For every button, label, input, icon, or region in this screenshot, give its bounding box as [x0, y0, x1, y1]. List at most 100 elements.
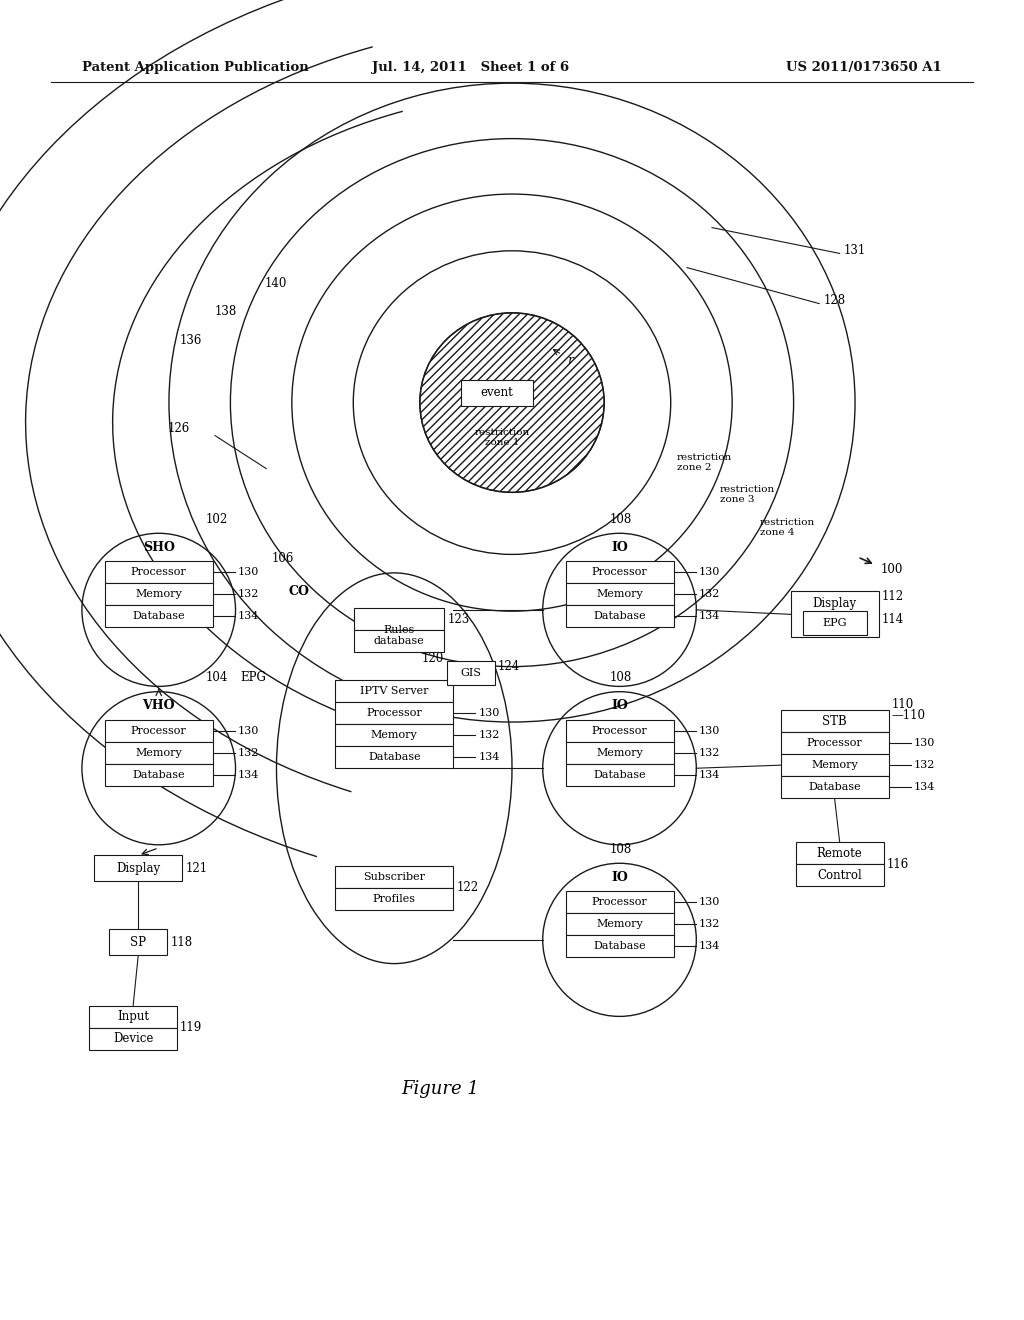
Text: Remote: Remote: [817, 846, 862, 859]
Text: EPG: EPG: [822, 618, 847, 628]
Text: 138: 138: [215, 305, 238, 318]
Text: 108: 108: [609, 842, 632, 855]
FancyBboxPatch shape: [780, 754, 889, 776]
Ellipse shape: [420, 313, 604, 492]
FancyBboxPatch shape: [104, 764, 213, 785]
Text: 114: 114: [882, 612, 904, 626]
Text: 126: 126: [167, 422, 189, 436]
Text: 108: 108: [609, 512, 632, 525]
Text: Memory: Memory: [371, 730, 418, 741]
Text: Processor: Processor: [592, 898, 647, 907]
FancyBboxPatch shape: [780, 710, 889, 733]
Text: Processor: Processor: [807, 738, 862, 748]
FancyBboxPatch shape: [780, 733, 889, 754]
FancyBboxPatch shape: [89, 1028, 177, 1049]
FancyBboxPatch shape: [780, 776, 889, 799]
FancyBboxPatch shape: [565, 583, 674, 606]
FancyBboxPatch shape: [461, 380, 534, 405]
Text: 132: 132: [238, 589, 259, 599]
FancyBboxPatch shape: [335, 866, 454, 888]
Text: restriction
zone 3: restriction zone 3: [720, 484, 775, 504]
Text: 132: 132: [478, 730, 500, 741]
Text: 132: 132: [698, 589, 720, 599]
Text: Memory: Memory: [596, 747, 643, 758]
Text: Figure 1: Figure 1: [401, 1080, 479, 1098]
Text: 130: 130: [913, 738, 935, 748]
Text: 132: 132: [238, 747, 259, 758]
Text: US 2011/0173650 A1: US 2011/0173650 A1: [786, 62, 942, 74]
FancyBboxPatch shape: [104, 606, 213, 627]
FancyBboxPatch shape: [796, 865, 884, 886]
Text: 124: 124: [498, 660, 520, 673]
FancyBboxPatch shape: [565, 764, 674, 785]
Text: Database: Database: [132, 770, 185, 780]
Text: EPG: EPG: [241, 671, 266, 684]
Text: 104: 104: [206, 671, 228, 684]
FancyBboxPatch shape: [565, 936, 674, 957]
Text: VHO: VHO: [142, 700, 175, 713]
Text: Memory: Memory: [811, 760, 858, 770]
Text: 134: 134: [238, 770, 259, 780]
Text: IPTV Server: IPTV Server: [360, 686, 428, 697]
Text: Subscriber: Subscriber: [364, 873, 425, 882]
Text: 130: 130: [698, 898, 720, 907]
FancyBboxPatch shape: [565, 606, 674, 627]
Text: 131: 131: [844, 244, 866, 257]
Text: Device: Device: [113, 1032, 154, 1045]
FancyBboxPatch shape: [335, 680, 454, 702]
FancyBboxPatch shape: [94, 855, 182, 882]
Text: 108: 108: [609, 671, 632, 684]
Text: 140: 140: [264, 277, 287, 290]
FancyBboxPatch shape: [335, 888, 454, 909]
FancyBboxPatch shape: [104, 561, 213, 583]
Text: 106: 106: [271, 552, 294, 565]
FancyBboxPatch shape: [89, 1006, 177, 1028]
Text: Database: Database: [808, 783, 861, 792]
Text: 130: 130: [698, 726, 720, 735]
Text: 130: 130: [238, 568, 259, 577]
Text: 132: 132: [913, 760, 935, 770]
Text: 122: 122: [457, 882, 478, 895]
Text: Rules: Rules: [384, 626, 415, 635]
FancyBboxPatch shape: [565, 742, 674, 764]
Text: 100: 100: [881, 564, 903, 577]
Text: IO: IO: [611, 541, 628, 554]
FancyBboxPatch shape: [565, 891, 674, 913]
FancyBboxPatch shape: [791, 591, 879, 638]
Text: Memory: Memory: [596, 589, 643, 599]
Text: 119: 119: [180, 1022, 203, 1035]
Text: 136: 136: [179, 334, 202, 347]
FancyBboxPatch shape: [335, 746, 454, 768]
Text: 120: 120: [422, 652, 443, 665]
Text: IO: IO: [611, 700, 628, 713]
Text: CO: CO: [289, 585, 309, 598]
FancyBboxPatch shape: [104, 742, 213, 764]
Text: 134: 134: [238, 611, 259, 622]
Text: Database: Database: [132, 611, 185, 622]
Text: Display: Display: [116, 862, 161, 875]
Text: Display: Display: [812, 597, 857, 610]
FancyBboxPatch shape: [354, 609, 444, 630]
Text: —110: —110: [892, 709, 926, 722]
Text: 112: 112: [882, 590, 904, 603]
Text: 116: 116: [887, 858, 909, 871]
FancyBboxPatch shape: [565, 913, 674, 936]
Text: Database: Database: [593, 941, 646, 952]
FancyBboxPatch shape: [803, 611, 866, 635]
FancyBboxPatch shape: [796, 842, 884, 865]
Text: Control: Control: [817, 869, 862, 882]
FancyBboxPatch shape: [446, 661, 495, 685]
Text: restriction
zone 4: restriction zone 4: [760, 517, 815, 537]
Text: 132: 132: [698, 747, 720, 758]
Text: 121: 121: [185, 862, 208, 875]
Text: 123: 123: [447, 612, 469, 626]
Text: Memory: Memory: [135, 747, 182, 758]
Text: 134: 134: [698, 941, 720, 952]
Text: 102: 102: [206, 512, 227, 525]
FancyBboxPatch shape: [565, 719, 674, 742]
Text: 130: 130: [478, 709, 500, 718]
Text: Processor: Processor: [131, 726, 186, 735]
Text: 134: 134: [913, 783, 935, 792]
Text: Jul. 14, 2011   Sheet 1 of 6: Jul. 14, 2011 Sheet 1 of 6: [373, 62, 569, 74]
Text: Profiles: Profiles: [373, 894, 416, 904]
